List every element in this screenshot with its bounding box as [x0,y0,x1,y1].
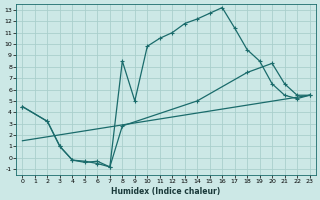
X-axis label: Humidex (Indice chaleur): Humidex (Indice chaleur) [111,187,221,196]
